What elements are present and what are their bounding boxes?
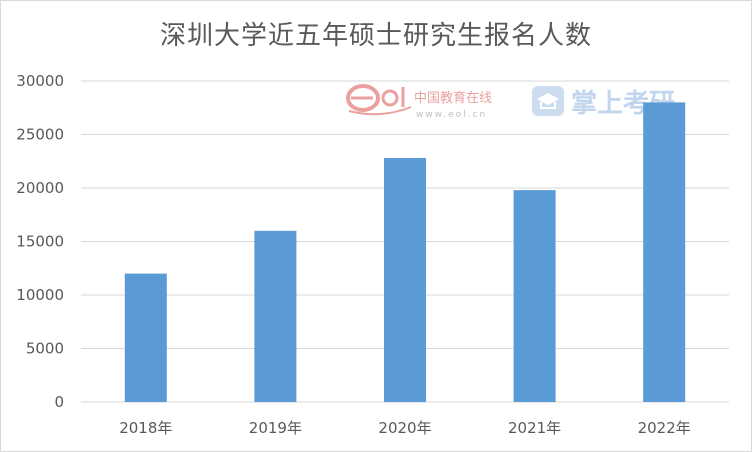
watermark: 中国教育在线 www.eol.cn 掌上考研 — [346, 84, 675, 120]
y-tick-label: 5000 — [26, 340, 64, 358]
x-tick-label: 2020年 — [378, 419, 431, 437]
x-tick-label: 2018年 — [119, 419, 172, 437]
bars — [124, 102, 686, 403]
eol-url-text: www.eol.cn — [416, 110, 487, 120]
x-tick-label: 2019年 — [249, 419, 302, 437]
y-tick-label: 15000 — [16, 233, 64, 251]
x-tick-label: 2021年 — [508, 419, 561, 437]
y-tick-label: 20000 — [16, 179, 64, 197]
bar — [643, 102, 686, 403]
x-tick-label: 2022年 — [638, 419, 691, 437]
graduation-cap-icon — [532, 86, 564, 116]
eol-logo-icon — [346, 84, 412, 116]
y-tick-label: 25000 — [16, 126, 64, 144]
chart-title: 深圳大学近五年硕士研究生报名人数 — [159, 21, 592, 51]
bar — [384, 158, 426, 402]
y-tick-label: 10000 — [16, 286, 64, 304]
axes: 0 5000 10000 15000 20000 25000 30000 2018年 2019年… — [16, 72, 691, 437]
bar — [513, 190, 556, 402]
y-tick-label: 30000 — [16, 72, 64, 90]
y-tick-label: 0 — [54, 393, 64, 411]
eol-name-text: 中国教育在线 — [414, 90, 492, 106]
bar — [254, 230, 297, 402]
bar — [124, 273, 167, 402]
